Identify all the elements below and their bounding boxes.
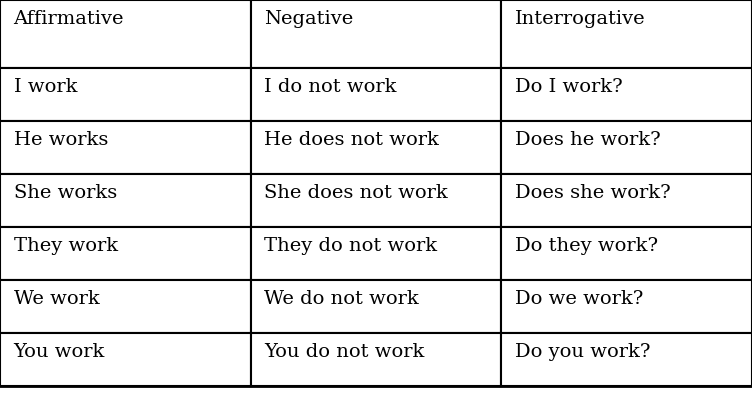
Bar (250, 68, 502, 121)
Bar (250, 280, 502, 333)
Bar (250, 174, 502, 227)
Bar (502, 68, 752, 121)
Text: He does not work: He does not work (264, 131, 439, 149)
Text: They work: They work (14, 237, 117, 255)
Bar (0, 121, 250, 174)
Bar (0, 333, 250, 386)
Text: Does he work?: Does he work? (515, 131, 660, 149)
Bar (0, 280, 250, 333)
Text: Negative: Negative (264, 10, 353, 28)
Bar (250, 121, 502, 174)
Text: We do not work: We do not work (264, 290, 419, 308)
Text: We work: We work (14, 290, 99, 308)
Text: They do not work: They do not work (264, 237, 438, 255)
Bar (502, 227, 752, 280)
Bar (502, 121, 752, 174)
Text: Do I work?: Do I work? (515, 78, 623, 96)
Text: Do you work?: Do you work? (515, 343, 650, 361)
Text: Do they work?: Do they work? (515, 237, 658, 255)
Bar (502, 174, 752, 227)
Text: Do we work?: Do we work? (515, 290, 643, 308)
Bar (0, 0, 250, 68)
Text: He works: He works (14, 131, 108, 149)
Bar (0, 174, 250, 227)
Text: She does not work: She does not work (264, 184, 448, 202)
Text: Affirmative: Affirmative (14, 10, 124, 28)
Bar (502, 333, 752, 386)
Bar (250, 227, 502, 280)
Text: Interrogative: Interrogative (515, 10, 645, 28)
Bar (0, 227, 250, 280)
Text: You work: You work (14, 343, 105, 361)
Text: She works: She works (14, 184, 117, 202)
Bar (250, 0, 502, 68)
Text: I work: I work (14, 78, 77, 96)
Bar (502, 0, 752, 68)
Bar (250, 333, 502, 386)
Bar (0, 68, 250, 121)
Text: You do not work: You do not work (264, 343, 425, 361)
Text: I do not work: I do not work (264, 78, 396, 96)
Bar (502, 280, 752, 333)
Text: Does she work?: Does she work? (515, 184, 671, 202)
